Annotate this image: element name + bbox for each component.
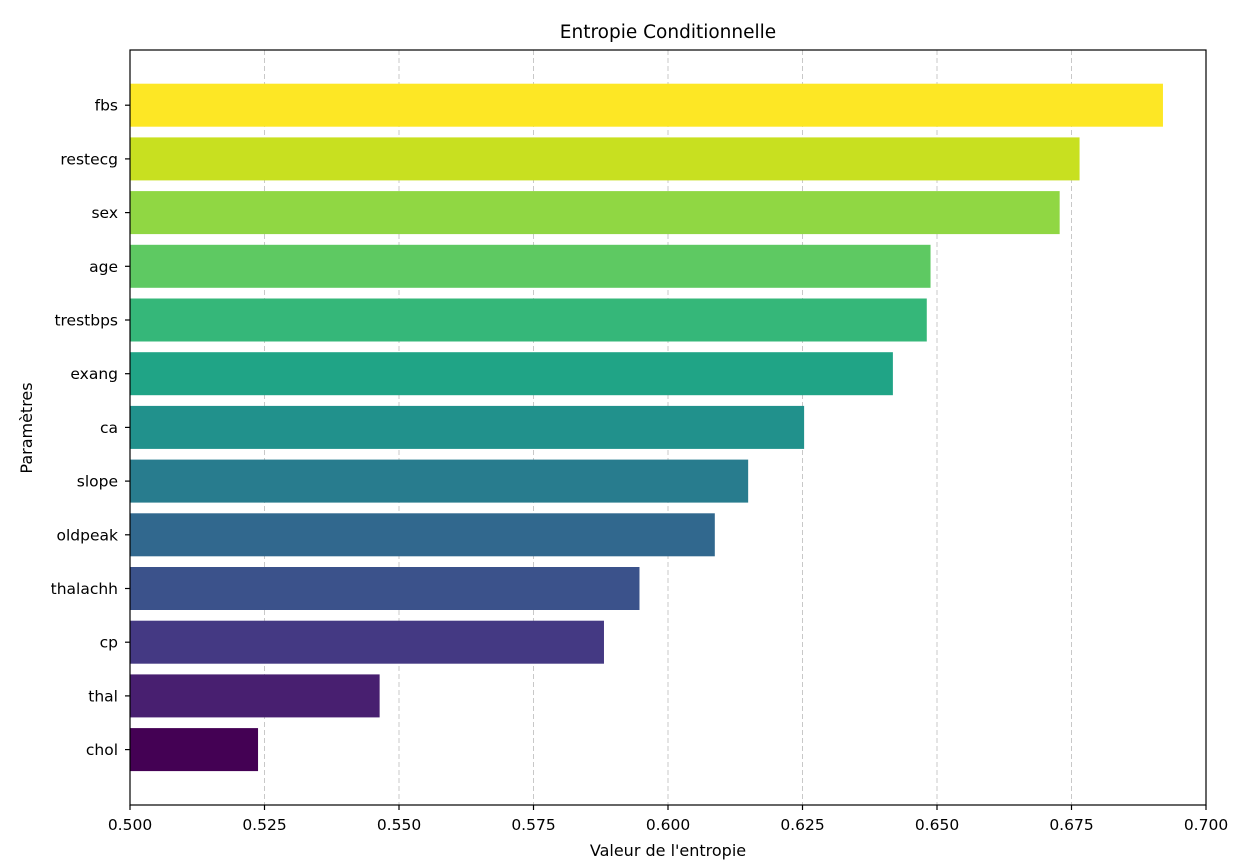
bar-ca <box>130 405 805 449</box>
y-tick-label-sex: sex <box>91 204 118 222</box>
y-tick-label-slope: slope <box>77 473 118 491</box>
y-tick-label-chol: chol <box>86 741 118 759</box>
bar-trestbps <box>130 298 927 342</box>
bar-cp <box>130 620 604 664</box>
x-tick-label: 0.675 <box>1049 816 1093 834</box>
y-axis-ticks: fbs restecg sex age trestbps exang ca slope oldp… <box>51 97 130 759</box>
bar-fbs <box>130 83 1163 127</box>
bar-exang <box>130 352 893 396</box>
chart-title: Entropie Conditionnelle <box>560 22 776 43</box>
y-tick-label-thalachh: thalachh <box>51 580 118 598</box>
y-tick-label-trestbps: trestbps <box>54 312 118 330</box>
y-tick-label-ca: ca <box>100 419 118 437</box>
y-tick-label-thal: thal <box>88 687 118 705</box>
y-tick-label-oldpeak: oldpeak <box>57 526 119 544</box>
bar-restecg <box>130 137 1080 181</box>
y-tick-label-age: age <box>89 258 118 276</box>
x-tick-label: 0.650 <box>915 816 959 834</box>
x-axis-ticks: 0.500 0.525 0.550 0.575 0.600 0.625 0.650 0.675… <box>108 805 1228 834</box>
bar-slope <box>130 459 749 503</box>
y-tick-label-fbs: fbs <box>95 97 118 115</box>
bar-chol <box>130 728 259 772</box>
x-tick-label: 0.525 <box>242 816 286 834</box>
bar-oldpeak <box>130 513 715 557</box>
x-tick-label: 0.550 <box>377 816 421 834</box>
bar-thal <box>130 674 380 718</box>
y-axis-label: Paramètres <box>17 382 36 473</box>
x-tick-label: 0.625 <box>780 816 824 834</box>
x-tick-label: 0.575 <box>511 816 555 834</box>
bars <box>130 83 1163 772</box>
x-tick-label: 0.700 <box>1184 816 1228 834</box>
bar-age <box>130 244 931 288</box>
bar-thalachh <box>130 567 640 610</box>
x-axis-label: Valeur de l'entropie <box>590 841 746 860</box>
x-tick-label: 0.500 <box>108 816 152 834</box>
y-tick-label-exang: exang <box>70 365 118 383</box>
bar-sex <box>130 191 1060 235</box>
x-tick-label: 0.600 <box>646 816 690 834</box>
y-tick-label-restecg: restecg <box>60 150 118 168</box>
y-tick-label-cp: cp <box>100 634 118 652</box>
